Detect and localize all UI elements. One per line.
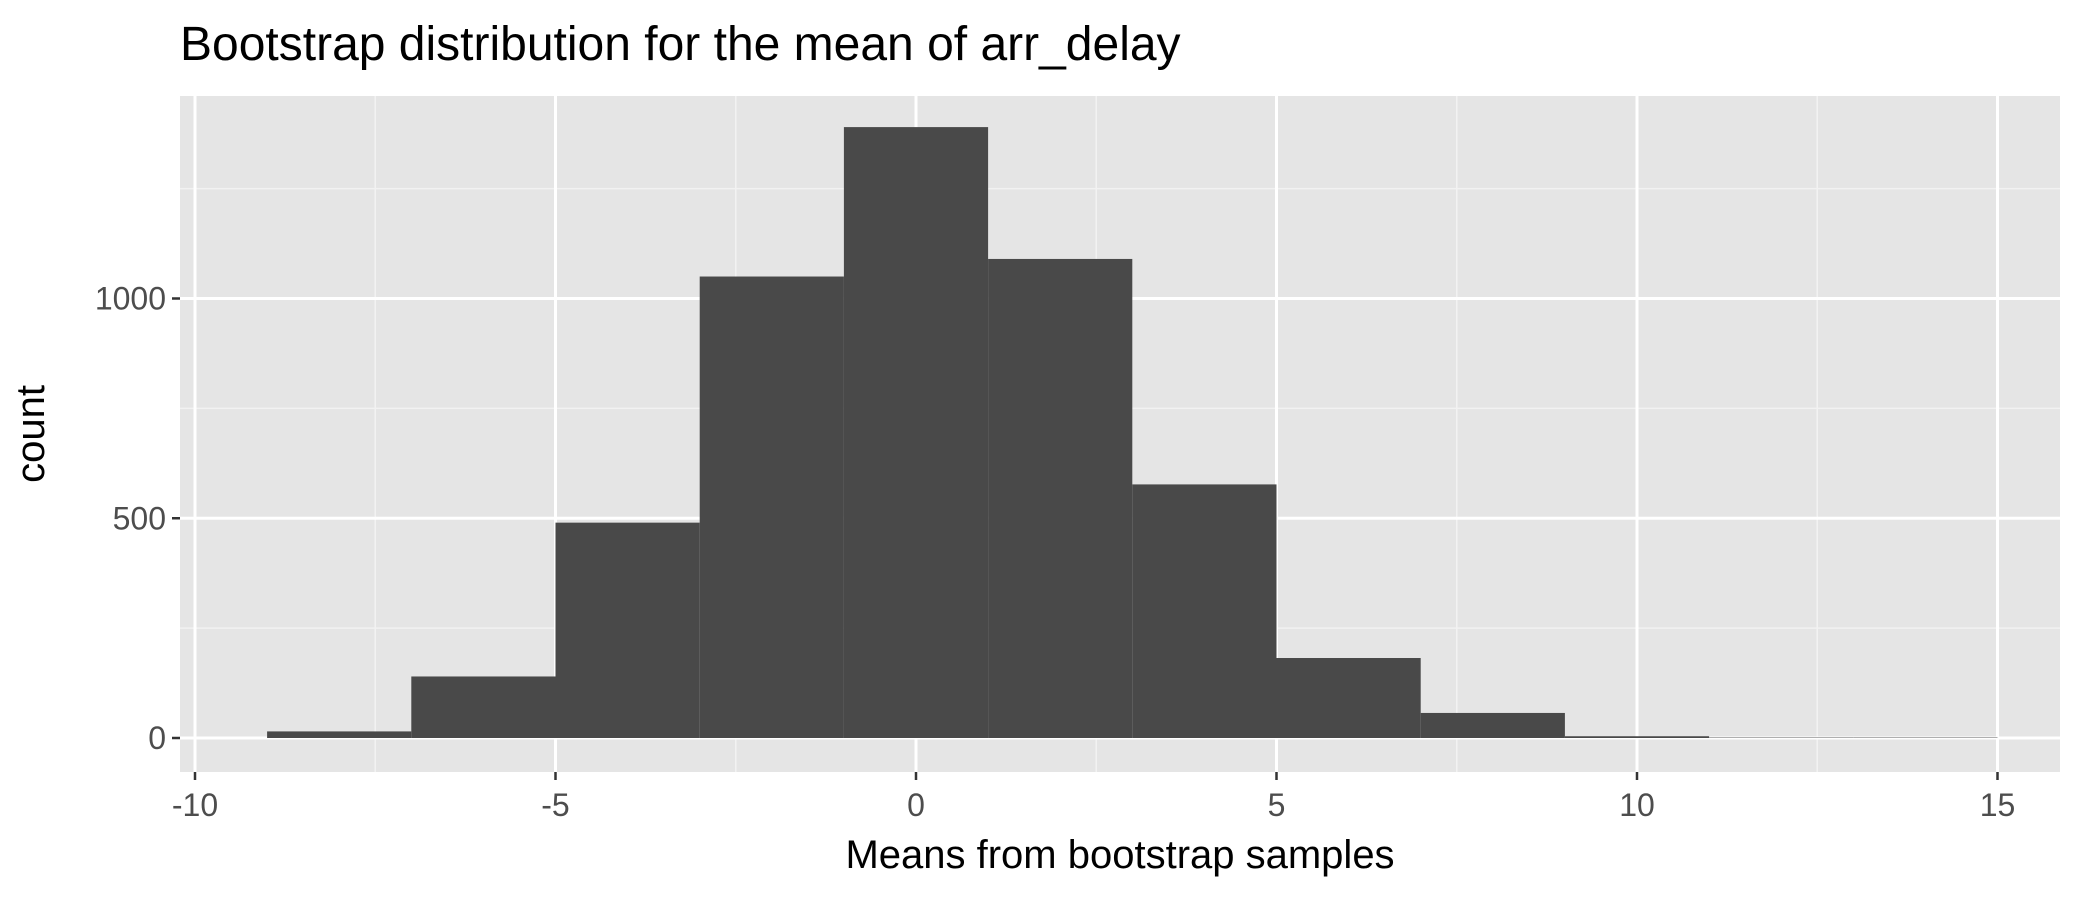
y-tick-label: 1000 (95, 281, 166, 317)
x-tick-label: 10 (1619, 787, 1655, 823)
x-tick-label: -5 (541, 787, 569, 823)
histogram-bar (988, 258, 1133, 738)
histogram-bar (411, 676, 556, 738)
x-tick-label: -10 (172, 787, 218, 823)
histogram-bar (555, 522, 700, 738)
histogram-bar (1276, 658, 1421, 738)
x-tick-label: 0 (907, 787, 925, 823)
histogram-bar (843, 127, 989, 739)
histogram-bar (1564, 736, 1710, 738)
y-tick-label: 0 (148, 720, 166, 756)
x-tick-label: 15 (1980, 787, 2016, 823)
histogram-bar (1420, 712, 1565, 738)
y-axis-title: count (9, 385, 53, 483)
histogram-bar (1132, 484, 1277, 738)
x-axis: -10 -5 0 5 10 15 (172, 772, 2015, 823)
histogram-bar (267, 731, 412, 738)
y-tick-label: 500 (113, 500, 166, 536)
histogram-bars (267, 127, 1998, 739)
histogram-bar (699, 276, 844, 738)
y-axis: 0 500 1000 (95, 281, 180, 756)
x-tick-label: 5 (1268, 787, 1286, 823)
chart-title: Bootstrap distribution for the mean of a… (180, 18, 1181, 71)
x-axis-title: Means from bootstrap samples (845, 833, 1394, 877)
